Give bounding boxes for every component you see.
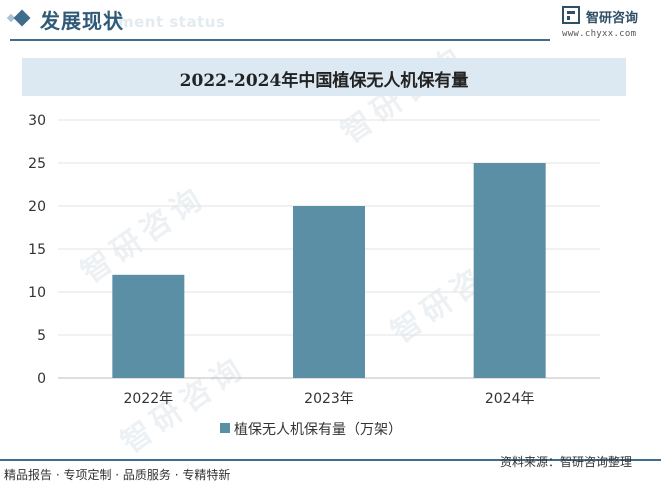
brand-name: 智研咨询 bbox=[586, 11, 639, 26]
bar bbox=[112, 274, 185, 378]
x-tick-label: 2022年 bbox=[124, 391, 174, 407]
header-divider bbox=[10, 39, 550, 41]
y-tick-label: 10 bbox=[28, 285, 46, 301]
bar bbox=[293, 206, 365, 378]
bar bbox=[473, 163, 546, 378]
y-tick-label: 15 bbox=[28, 242, 46, 258]
source-note: 资料来源：智研咨询整理 bbox=[500, 455, 633, 469]
y-tick-label: 20 bbox=[28, 199, 46, 215]
legend-swatch bbox=[220, 423, 230, 433]
legend-label: 植保无人机保有量（万架） bbox=[234, 422, 402, 438]
brand-logo-icon bbox=[562, 6, 580, 24]
page-header: ment status 发展现状 智研咨询 www.chyxx.com bbox=[0, 0, 661, 41]
y-tick-label: 30 bbox=[28, 113, 46, 129]
y-tick-label: 0 bbox=[37, 371, 46, 387]
chart-title-band: 2022-2024年中国植保无人机保有量 bbox=[22, 58, 626, 96]
x-tick-label: 2024年 bbox=[485, 391, 535, 407]
x-tick-label: 2023年 bbox=[304, 391, 354, 407]
chart-title: 2022-2024年中国植保无人机保有量 bbox=[179, 71, 469, 91]
y-tick-label: 25 bbox=[28, 156, 46, 172]
y-tick-label: 5 bbox=[37, 328, 46, 344]
brand-url[interactable]: www.chyxx.com bbox=[562, 29, 637, 39]
brand-block[interactable]: 智研咨询 www.chyxx.com bbox=[562, 6, 657, 40]
footer-divider bbox=[0, 459, 661, 461]
section-title: 发展现状 bbox=[40, 9, 124, 33]
footer-tagline: 精品报告 · 专项定制 · 品质服务 · 专精特新 bbox=[4, 468, 231, 482]
section-subtitle: ment status bbox=[118, 13, 226, 31]
